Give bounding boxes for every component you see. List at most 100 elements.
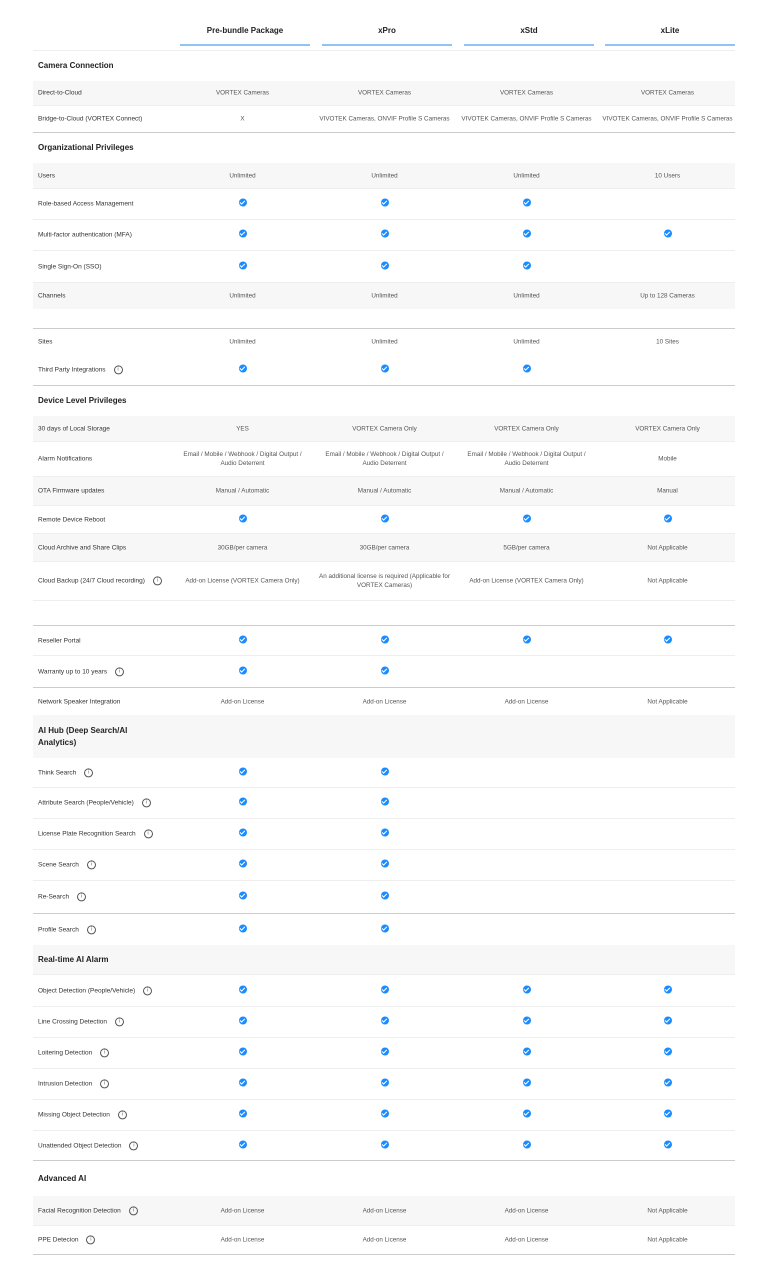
feature-label: Line Crossing Detection i bbox=[38, 1017, 125, 1027]
plan-header-prebundle[interactable]: Pre-bundle Package bbox=[180, 26, 310, 46]
check-circle-icon bbox=[317, 985, 452, 996]
check-circle-icon bbox=[317, 1109, 452, 1121]
check-circle-icon bbox=[522, 985, 531, 993]
plan-value: Unlimited bbox=[371, 338, 398, 346]
check-circle-icon bbox=[380, 514, 389, 522]
check-circle-icon bbox=[380, 1109, 389, 1118]
plan-header-xpro[interactable]: xPro bbox=[322, 26, 452, 46]
feature-label-text: Re-Search bbox=[38, 893, 70, 901]
check-circle-icon bbox=[317, 666, 452, 677]
info-circle-icon[interactable]: i bbox=[77, 892, 87, 902]
check-circle-icon bbox=[522, 1047, 531, 1056]
table-row: Bridge-to-Cloud (VORTEX Connect) X VIVOTEK… bbox=[33, 106, 735, 133]
info-circle-icon[interactable]: i bbox=[143, 829, 153, 839]
check-circle-icon bbox=[175, 1109, 310, 1121]
feature-label-text: 30 days of Local Storage bbox=[38, 425, 110, 432]
info-circle-icon[interactable]: i bbox=[143, 985, 153, 995]
feature-label-text: Unattended Object Detection bbox=[38, 1142, 122, 1150]
feature-label: Profile Search i bbox=[38, 924, 96, 934]
check-circle-icon bbox=[175, 828, 310, 840]
table-row: Facial Recognition Detection i Add-on Lice… bbox=[33, 1196, 735, 1226]
check-circle-icon bbox=[663, 1140, 672, 1148]
feature-label: Warranty up to 10 years i bbox=[38, 666, 125, 676]
check-circle-icon bbox=[380, 1078, 389, 1087]
info-circle-icon[interactable]: i bbox=[115, 666, 125, 676]
feature-label-text: License Plate Recognition Search bbox=[38, 830, 136, 838]
info-circle-icon[interactable]: i bbox=[141, 798, 151, 808]
check-circle-icon bbox=[459, 1140, 594, 1151]
feature-label-text: Device Level Privileges bbox=[38, 396, 127, 405]
plan-value: Not Applicable bbox=[647, 1236, 688, 1244]
feature-label-text: PPE Detecion bbox=[38, 1236, 79, 1244]
feature-label: PPE Detecion i bbox=[38, 1235, 96, 1245]
plan-value: Not Applicable bbox=[647, 698, 688, 705]
table-row: Unattended Object Detection i bbox=[33, 1131, 735, 1161]
feature-label: Direct-to-Cloud bbox=[38, 89, 82, 98]
check-circle-icon bbox=[175, 364, 310, 376]
feature-label: Attribute Search (People/Vehicle) i bbox=[38, 798, 151, 808]
feature-label-text: Missing Object Detection bbox=[38, 1111, 110, 1119]
plan-header-xlite[interactable]: xLite bbox=[605, 26, 735, 46]
plan-value: Email / Mobile / Webhook / Digital Outpu… bbox=[325, 451, 444, 467]
plan-value: Unlimited bbox=[513, 172, 540, 179]
check-circle-icon bbox=[380, 797, 389, 806]
section-header: Camera Connection bbox=[33, 51, 735, 81]
plan-value: Unlimited bbox=[371, 292, 398, 300]
feature-label-text: Third Party Integrations bbox=[38, 366, 106, 374]
check-circle-icon bbox=[175, 797, 310, 809]
check-circle-icon bbox=[317, 767, 452, 778]
check-circle-icon bbox=[522, 635, 531, 643]
info-circle-icon[interactable]: i bbox=[113, 365, 123, 375]
table-row: Attribute Search (People/Vehicle) i bbox=[33, 788, 735, 819]
check-circle-icon bbox=[175, 198, 310, 210]
info-circle-icon[interactable]: i bbox=[86, 860, 96, 870]
feature-label: Multi-factor authentication (MFA) bbox=[38, 231, 132, 240]
check-circle-icon bbox=[380, 924, 389, 932]
table-row: PPE Detecion i Add-on License Add-on Licens… bbox=[33, 1226, 735, 1255]
feature-label: Channels bbox=[38, 292, 65, 301]
section-header: Organizational Privileges bbox=[33, 133, 735, 163]
feature-label: Role-based Access Management bbox=[38, 200, 133, 209]
check-circle-icon bbox=[663, 1078, 672, 1087]
check-circle-icon bbox=[380, 891, 389, 900]
info-circle-icon[interactable]: i bbox=[86, 924, 96, 934]
section-title: Organizational Privileges bbox=[38, 142, 148, 154]
feature-label: Single Sign-On (SSO) bbox=[38, 262, 102, 271]
check-circle-icon bbox=[459, 985, 594, 996]
table-row: Think Search i bbox=[33, 758, 735, 788]
plan-value: Manual / Automatic bbox=[499, 487, 554, 495]
check-circle-icon bbox=[175, 229, 310, 241]
check-circle-icon bbox=[522, 1078, 531, 1087]
table-row: Scene Search i bbox=[33, 850, 735, 881]
info-circle-icon[interactable]: i bbox=[117, 1110, 127, 1120]
plan-comparison-table: Pre-bundle Package xPro xStd xLite Camer… bbox=[33, 0, 735, 1255]
plan-value: Add-on License (VORTEX Camera Only) bbox=[469, 577, 584, 585]
info-circle-icon[interactable]: i bbox=[86, 1235, 96, 1245]
info-circle-icon[interactable]: i bbox=[128, 1205, 138, 1215]
check-circle-icon bbox=[317, 859, 452, 871]
check-circle-icon bbox=[317, 635, 452, 646]
table-row: Third Party Integrations i bbox=[33, 355, 735, 386]
info-circle-icon[interactable]: i bbox=[129, 1140, 139, 1150]
check-circle-icon bbox=[380, 261, 389, 269]
check-circle-icon bbox=[600, 985, 735, 996]
plan-value: Not Applicable bbox=[647, 544, 688, 551]
check-circle-icon bbox=[238, 859, 247, 868]
info-circle-icon[interactable]: i bbox=[152, 576, 162, 586]
check-circle-icon bbox=[600, 229, 735, 241]
check-circle-icon bbox=[175, 985, 310, 996]
check-circle-icon bbox=[380, 767, 389, 775]
table-row: Object Detection (People/Vehicle) i bbox=[33, 975, 735, 1007]
check-circle-icon bbox=[600, 1078, 735, 1090]
info-circle-icon[interactable]: i bbox=[100, 1048, 110, 1058]
check-circle-icon bbox=[238, 1078, 247, 1087]
table-row: Intrusion Detection i bbox=[33, 1069, 735, 1100]
info-circle-icon[interactable]: i bbox=[115, 1017, 125, 1027]
info-circle-icon[interactable]: i bbox=[84, 767, 94, 777]
info-circle-icon[interactable]: i bbox=[100, 1079, 110, 1089]
section-title: Camera Connection bbox=[38, 60, 148, 72]
plan-value: VORTEX Cameras bbox=[215, 89, 270, 97]
check-circle-icon bbox=[380, 666, 389, 674]
plan-header-xstd[interactable]: xStd bbox=[464, 26, 594, 46]
table-row: Re-Search i bbox=[33, 881, 735, 914]
